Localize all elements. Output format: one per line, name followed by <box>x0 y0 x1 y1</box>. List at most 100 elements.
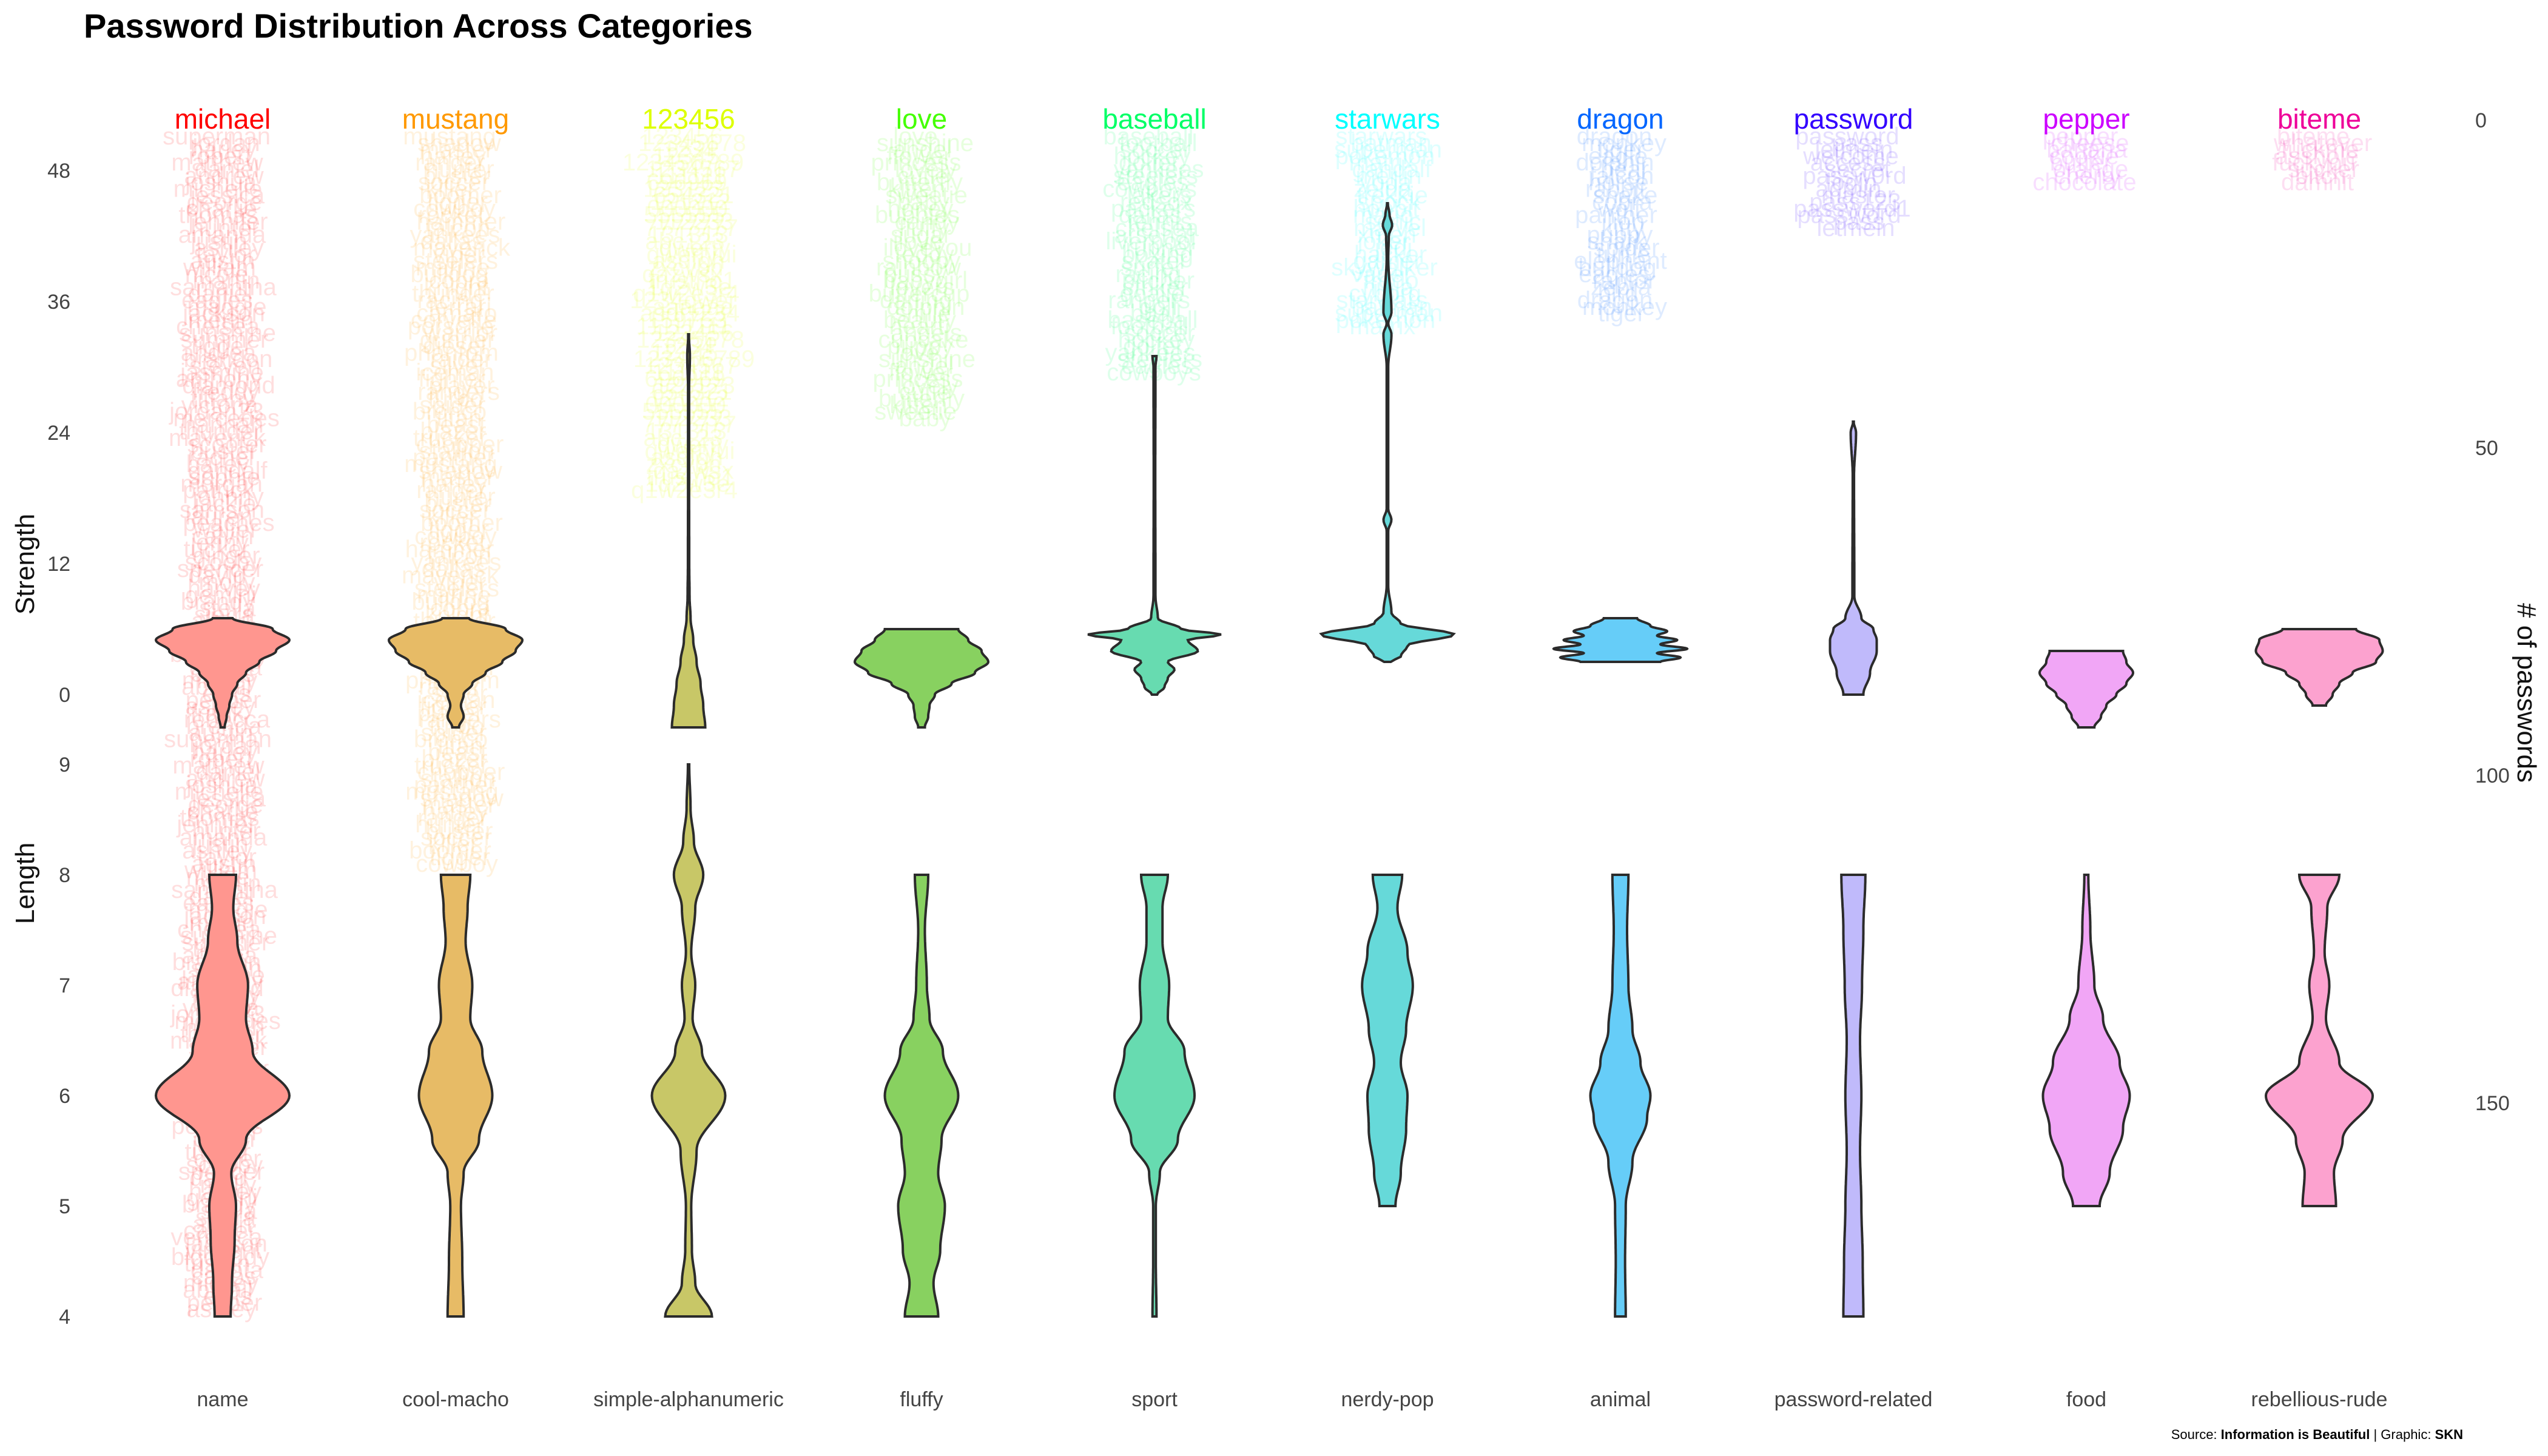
background-password-word: asdfgh <box>650 444 723 471</box>
background-password-word: gandalf <box>1352 156 1432 183</box>
background-password-word: ranger <box>416 477 487 504</box>
background-password-word: sophie <box>189 464 260 491</box>
background-password-word: 123456789 <box>633 346 755 372</box>
strength-axis-title: Strength <box>10 514 40 615</box>
background-password-word: 1234qwer <box>630 287 736 314</box>
background-password-word: joshua <box>184 169 257 196</box>
background-password-word: sweetie <box>885 182 968 209</box>
background-password-word: titan <box>437 732 484 759</box>
background-password-word: hammer <box>405 536 494 562</box>
background-password-word: angels <box>891 320 962 346</box>
background-password-word: harley <box>192 739 258 766</box>
background-password-word: 123123 <box>654 372 735 399</box>
background-password-word: candy <box>895 208 960 235</box>
background-password-word: surfer <box>1121 254 1182 281</box>
background-password-word: butter <box>2050 149 2112 176</box>
background-password-word: 555555 <box>642 399 723 425</box>
strength-violin-food <box>2038 650 2134 729</box>
count-tick-label: 50 <box>2475 437 2498 460</box>
background-password-word: rachel <box>188 444 254 471</box>
background-password-word: cutie <box>897 163 949 189</box>
background-password-word: boomer <box>420 510 503 536</box>
background-password-word: puppy <box>1587 221 1653 248</box>
background-password-word: scooby <box>185 549 262 576</box>
background-password-word: ilove <box>893 228 943 255</box>
background-password-word: abc123 <box>643 425 723 451</box>
background-password-word: falcon <box>427 542 492 569</box>
background-password-word: david <box>188 562 246 589</box>
background-password-word: tigger <box>427 189 488 215</box>
background-password-word: harley <box>423 798 489 824</box>
background-password-word: merlin <box>188 306 254 333</box>
background-password-word: brandon <box>184 346 273 372</box>
background-password-word: baby <box>897 189 950 215</box>
background-password-word: lakers <box>1127 182 1192 209</box>
background-password-word: bitch <box>2295 163 2347 189</box>
background-password-word: trekkie <box>1357 182 1428 209</box>
strength-violin-nerdy-pop <box>1319 202 1456 663</box>
background-password-word: bball <box>1130 300 1182 327</box>
length-violin-password-related <box>1840 874 1867 1318</box>
background-password-word: johnny <box>192 484 264 510</box>
background-password-word: zebra <box>1591 274 1652 300</box>
background-password-word: spider <box>420 392 486 419</box>
background-password-word: martin <box>192 268 260 294</box>
background-password-word: 12345678 <box>638 130 746 157</box>
background-password-word: michelle <box>174 175 263 202</box>
background-password-word: 12345 <box>650 339 718 366</box>
background-password-word: jennifer <box>176 811 256 838</box>
background-password-word: angel <box>894 352 954 379</box>
strength-tick-label: 24 <box>47 422 70 445</box>
strength-violin-name <box>154 617 291 729</box>
background-password-word: mustang <box>404 451 497 477</box>
background-password-word: tigger <box>428 516 489 543</box>
background-password-word: eagles <box>1117 169 1188 196</box>
top-password-label: love <box>896 103 947 135</box>
background-password-word: starwars <box>1336 287 1427 314</box>
background-password-word: abc123 <box>645 228 724 255</box>
background-password-word: flower <box>889 359 954 386</box>
background-password-word: pussy <box>884 261 948 288</box>
violins-layer <box>154 202 2384 1318</box>
background-password-word: goalie <box>1120 280 1185 307</box>
background-password-word: admin <box>1816 175 1882 202</box>
background-password-word: porsche <box>408 313 494 340</box>
background-password-word: rabbit <box>1585 175 1646 202</box>
length-tick-label: 8 <box>59 864 70 887</box>
top-password-label: password <box>1794 103 1913 135</box>
background-password-word: hunter <box>425 156 494 183</box>
background-password-word: jenny <box>190 530 249 556</box>
background-password-word: lauren <box>185 503 252 530</box>
background-password-word: angel <box>892 136 952 163</box>
background-password-word: master <box>422 792 496 818</box>
background-password-word: jedi <box>1374 235 1412 261</box>
background-password-word: 1q2w3e <box>647 274 732 300</box>
background-password-word: redsox <box>1120 189 1193 215</box>
length-violin-simple-alphanumeric <box>650 763 727 1318</box>
background-password-word: boomer <box>409 837 491 864</box>
background-password-word: killer <box>426 175 476 202</box>
background-password-word: killer <box>428 831 478 857</box>
background-password-word: robert <box>190 746 254 772</box>
background-password-word: butterfly <box>877 169 963 196</box>
background-password-word: tiger <box>1598 300 1645 327</box>
background-password-word: horse <box>1588 169 1649 196</box>
background-password-word: asshole <box>2275 143 2359 169</box>
background-password-word: dallas <box>1119 202 1182 229</box>
background-password-word: chopper <box>416 431 504 458</box>
background-password-word: jackie <box>194 490 256 517</box>
background-password-word: elephant <box>1574 248 1667 274</box>
background-password-word: buster <box>190 437 257 464</box>
background-password-word: letmein <box>1817 215 1895 241</box>
background-password-word: killer <box>427 503 477 530</box>
background-password-word: cowboy <box>414 523 497 550</box>
top-password-label: pepper <box>2043 103 2129 135</box>
background-password-word: dolphin <box>1576 149 1654 176</box>
background-password-word: andrea <box>181 339 257 366</box>
background-password-word: dallas <box>422 556 485 582</box>
background-password-word: dragon <box>1577 287 1653 314</box>
background-password-word: beauty <box>883 306 956 333</box>
background-password-word: soccer <box>1119 136 1191 163</box>
length-violin-rebellious-rude <box>2264 874 2374 1207</box>
background-password-word: 11111111 <box>636 313 731 340</box>
